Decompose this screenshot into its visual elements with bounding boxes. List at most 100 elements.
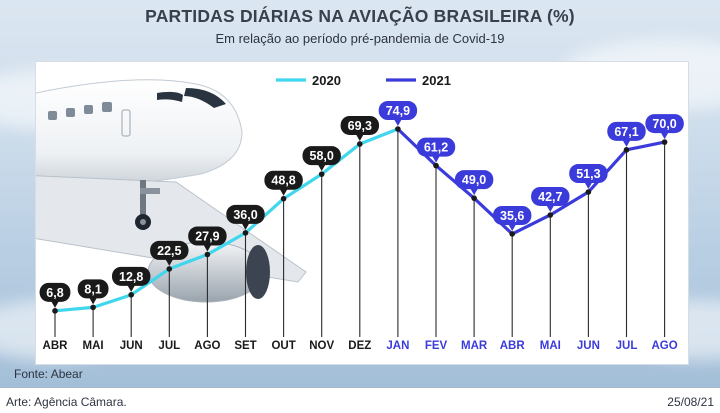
data-label-bubble (607, 121, 646, 141)
data-label: 61,2 (424, 141, 448, 155)
data-label: 48,8 (271, 174, 295, 188)
x-tick-label: OUT (271, 340, 295, 352)
data-label-pointer (165, 258, 174, 266)
data-point (471, 195, 477, 201)
line-chart: 107080 6,88,112,822,527,936,048,858,069,… (36, 73, 684, 352)
data-point (204, 251, 211, 258)
data-label-bubble (645, 114, 684, 134)
data-label: 22,5 (157, 244, 181, 258)
data-label-bubble (454, 170, 494, 190)
data-point (52, 308, 58, 314)
chart-subtitle: Em relação ao período pré-pandemia de Co… (215, 31, 505, 46)
data-point (585, 189, 592, 195)
data-label-pointer (355, 133, 364, 141)
data-point (242, 230, 249, 236)
chart-title: PARTIDAS DIÁRIAS NA AVIAÇÃO BRASILEIRA (… (145, 6, 575, 26)
x-tick-label: SET (234, 340, 256, 352)
data-label: 8,1 (84, 282, 101, 296)
x-tick-label: NOV (309, 340, 334, 352)
data-label-bubble (39, 282, 71, 302)
data-label: 74,9 (386, 104, 410, 118)
data-label-bubble (264, 170, 303, 190)
x-tick-label: FEV (425, 340, 448, 352)
data-label: 49,0 (462, 173, 486, 187)
data-label-pointer (203, 244, 212, 252)
x-tick-label: JUN (120, 340, 143, 352)
data-label: 36,0 (233, 208, 257, 222)
x-tick-label: AGO (194, 340, 220, 352)
series-2020-line (53, 127, 400, 313)
data-label-pointer (317, 164, 326, 172)
legend-2020-label: 2020 (312, 73, 341, 88)
data-label-bubble (416, 137, 456, 157)
credit-text: Arte: Agência Câmara. (6, 395, 127, 409)
data-labels: 6,8 8,1 12,8 22,5 27,9 36,0 48,8 58,0 69,3 74,9 61… (39, 101, 684, 308)
data-label-pointer (622, 139, 631, 147)
data-label: 42,7 (538, 190, 562, 204)
data-label-pointer (470, 188, 479, 196)
source-note: Fonte: Abear (14, 367, 83, 381)
x-tick-label: DEZ (348, 340, 371, 352)
data-label: 58,0 (310, 149, 334, 163)
x-tick-label: ABR (500, 340, 526, 352)
data-label: 70,0 (652, 117, 676, 131)
data-label-pointer (51, 300, 59, 308)
legend: 2020 2021 (276, 73, 451, 88)
data-label-pointer (89, 297, 98, 305)
x-tick-label: JAN (386, 340, 409, 352)
data-label-bubble (569, 164, 608, 184)
data-points (52, 126, 668, 314)
footer-bar: Arte: Agência Câmara. 25/08/21 (0, 387, 720, 413)
data-label: 67,1 (614, 125, 638, 139)
data-label: 27,9 (195, 230, 219, 244)
data-label: 12,8 (119, 270, 143, 284)
date-text: 25/08/21 (667, 395, 714, 409)
data-label-bubble (150, 240, 189, 260)
x-tick-label: JUL (158, 340, 180, 352)
x-tick-label: JUL (616, 340, 638, 352)
data-label: 51,3 (576, 167, 600, 181)
data-label-bubble (188, 226, 227, 246)
data-label-bubble (112, 266, 151, 286)
drop-lines (54, 129, 666, 337)
data-label: 6,8 (46, 286, 63, 300)
data-label-pointer (241, 222, 250, 230)
data-point (547, 212, 554, 218)
airplane-illustration (36, 79, 307, 303)
data-label-pointer (508, 223, 517, 231)
data-label-pointer (546, 204, 555, 212)
x-tick-label: ABR (43, 340, 69, 352)
data-label-pointer (127, 284, 136, 292)
x-axis: ABR MAI JUN JUL AGO SET OUT NOV DEZ JAN FEV MAR ABR M… (43, 340, 678, 352)
data-label-bubble (302, 146, 341, 166)
data-label: 69,3 (348, 119, 372, 133)
x-tick-label: JUN (577, 340, 600, 352)
chart-panel: 107080 6,88,112,822,527,936,048,858,069,… (35, 61, 689, 365)
data-label: 35,6 (500, 209, 524, 223)
data-label-pointer (660, 132, 669, 140)
data-label-pointer (393, 119, 402, 127)
data-point (128, 292, 134, 298)
data-point (509, 231, 515, 237)
data-point (90, 304, 96, 311)
data-label-pointer (279, 188, 288, 196)
data-point (166, 266, 173, 272)
data-point (433, 162, 439, 169)
data-point (318, 171, 325, 177)
data-label-pointer (584, 182, 593, 190)
data-point (395, 126, 401, 132)
x-tick-label: MAI (540, 340, 561, 352)
series-2021-line (396, 127, 667, 236)
data-label-pointer (432, 155, 440, 163)
x-tick-label: AGO (651, 340, 677, 352)
x-tick-label: MAI (83, 340, 104, 352)
x-tick-label: MAR (461, 340, 488, 352)
data-point (280, 195, 287, 202)
data-label-bubble (340, 115, 379, 135)
data-point (623, 147, 630, 153)
data-label-bubble (531, 186, 570, 206)
data-label-bubble (493, 205, 532, 225)
data-label-bubble (77, 279, 109, 299)
data-label-bubble (226, 204, 265, 224)
